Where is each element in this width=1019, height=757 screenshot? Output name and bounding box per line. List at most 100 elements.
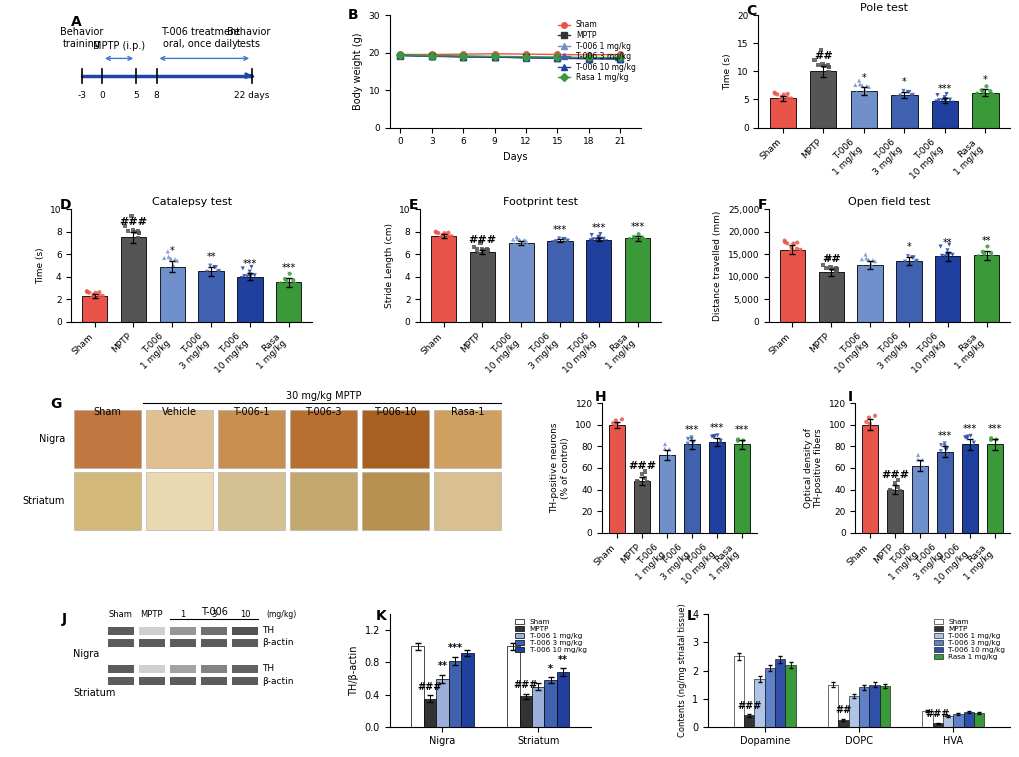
Point — [810, 70, 826, 82]
Point — [288, 280, 305, 292]
Point — [779, 252, 795, 264]
T-006 10 mg/kg — [393, 51, 406, 60]
Point — [477, 249, 493, 261]
Line: T-006 3 mg/kg: T-006 3 mg/kg — [397, 52, 623, 61]
T-006 10 mg/kg — [520, 53, 532, 62]
T-006 3 mg/kg — [520, 53, 532, 62]
MPTP — [425, 51, 437, 61]
Point — [820, 61, 837, 73]
Point — [234, 263, 251, 275]
T-006 3 mg/kg — [488, 52, 500, 61]
Point — [933, 95, 950, 107]
Text: *: * — [901, 77, 906, 87]
Point — [519, 238, 535, 250]
Bar — [769, 98, 795, 128]
Y-axis label: Contents (ng/mg striatal tissue): Contents (ng/mg striatal tissue) — [677, 603, 686, 737]
Bar — [544, 680, 556, 727]
Point — [210, 266, 226, 278]
Point — [827, 263, 844, 276]
Line: Sham: Sham — [397, 51, 623, 58]
Point — [959, 431, 975, 443]
Text: ##: ## — [813, 51, 832, 61]
Point — [605, 421, 622, 433]
Point — [428, 226, 444, 238]
Bar — [556, 672, 569, 727]
Point — [202, 279, 218, 291]
Sham — [520, 49, 532, 58]
Bar — [930, 101, 957, 128]
Point — [208, 261, 224, 273]
Text: ###: ### — [468, 235, 496, 245]
Bar — [809, 71, 836, 128]
Point — [610, 430, 627, 442]
Bar — [532, 687, 544, 727]
Point — [729, 435, 745, 447]
Point — [850, 74, 866, 86]
Point — [479, 243, 495, 255]
Text: ##: ## — [835, 706, 851, 715]
Point — [130, 225, 147, 237]
Point — [735, 444, 751, 456]
Point — [200, 276, 216, 288]
Text: 3: 3 — [211, 610, 217, 619]
Bar — [289, 472, 357, 530]
Text: F: F — [757, 198, 766, 212]
Point — [857, 416, 873, 428]
MPTP — [457, 52, 469, 61]
Point — [473, 243, 489, 255]
Point — [819, 61, 836, 73]
Bar — [107, 678, 133, 685]
Point — [211, 265, 227, 277]
T-006 3 mg/kg — [550, 53, 562, 62]
Point — [281, 268, 298, 280]
Bar — [199, 271, 223, 322]
Bar — [887, 490, 903, 533]
Point — [783, 243, 799, 255]
Point — [859, 254, 875, 266]
Point — [940, 249, 956, 261]
Point — [947, 258, 963, 270]
Bar — [139, 678, 165, 685]
Point — [984, 252, 1001, 264]
Y-axis label: Time (s): Time (s) — [721, 53, 731, 89]
Point — [828, 263, 845, 276]
Point — [827, 262, 844, 274]
Point — [776, 99, 793, 111]
Point — [613, 413, 630, 425]
Point — [857, 252, 873, 264]
Bar — [201, 627, 227, 634]
Point — [635, 233, 651, 245]
Point — [962, 430, 978, 442]
Bar — [936, 452, 952, 533]
Point — [544, 236, 560, 248]
Point — [126, 226, 143, 238]
Bar — [232, 639, 258, 647]
Point — [440, 226, 457, 238]
Point — [598, 237, 614, 249]
Bar — [547, 241, 572, 322]
Point — [550, 241, 567, 253]
Point — [982, 88, 999, 100]
Point — [863, 438, 879, 450]
Point — [813, 58, 829, 70]
Point — [969, 92, 985, 104]
Point — [733, 441, 749, 453]
Bar — [107, 665, 133, 673]
Bar — [838, 720, 848, 727]
Point — [821, 261, 838, 273]
Point — [935, 93, 952, 105]
Point — [935, 438, 952, 450]
Point — [882, 491, 899, 503]
Point — [890, 98, 906, 110]
Point — [895, 85, 911, 97]
Point — [272, 277, 288, 289]
Point — [982, 432, 999, 444]
Bar — [73, 472, 141, 530]
Bar — [878, 686, 890, 727]
Point — [944, 97, 960, 109]
Point — [907, 263, 923, 276]
Point — [944, 249, 960, 261]
Text: A: A — [71, 15, 83, 29]
Bar — [973, 713, 983, 727]
Bar — [754, 679, 764, 727]
